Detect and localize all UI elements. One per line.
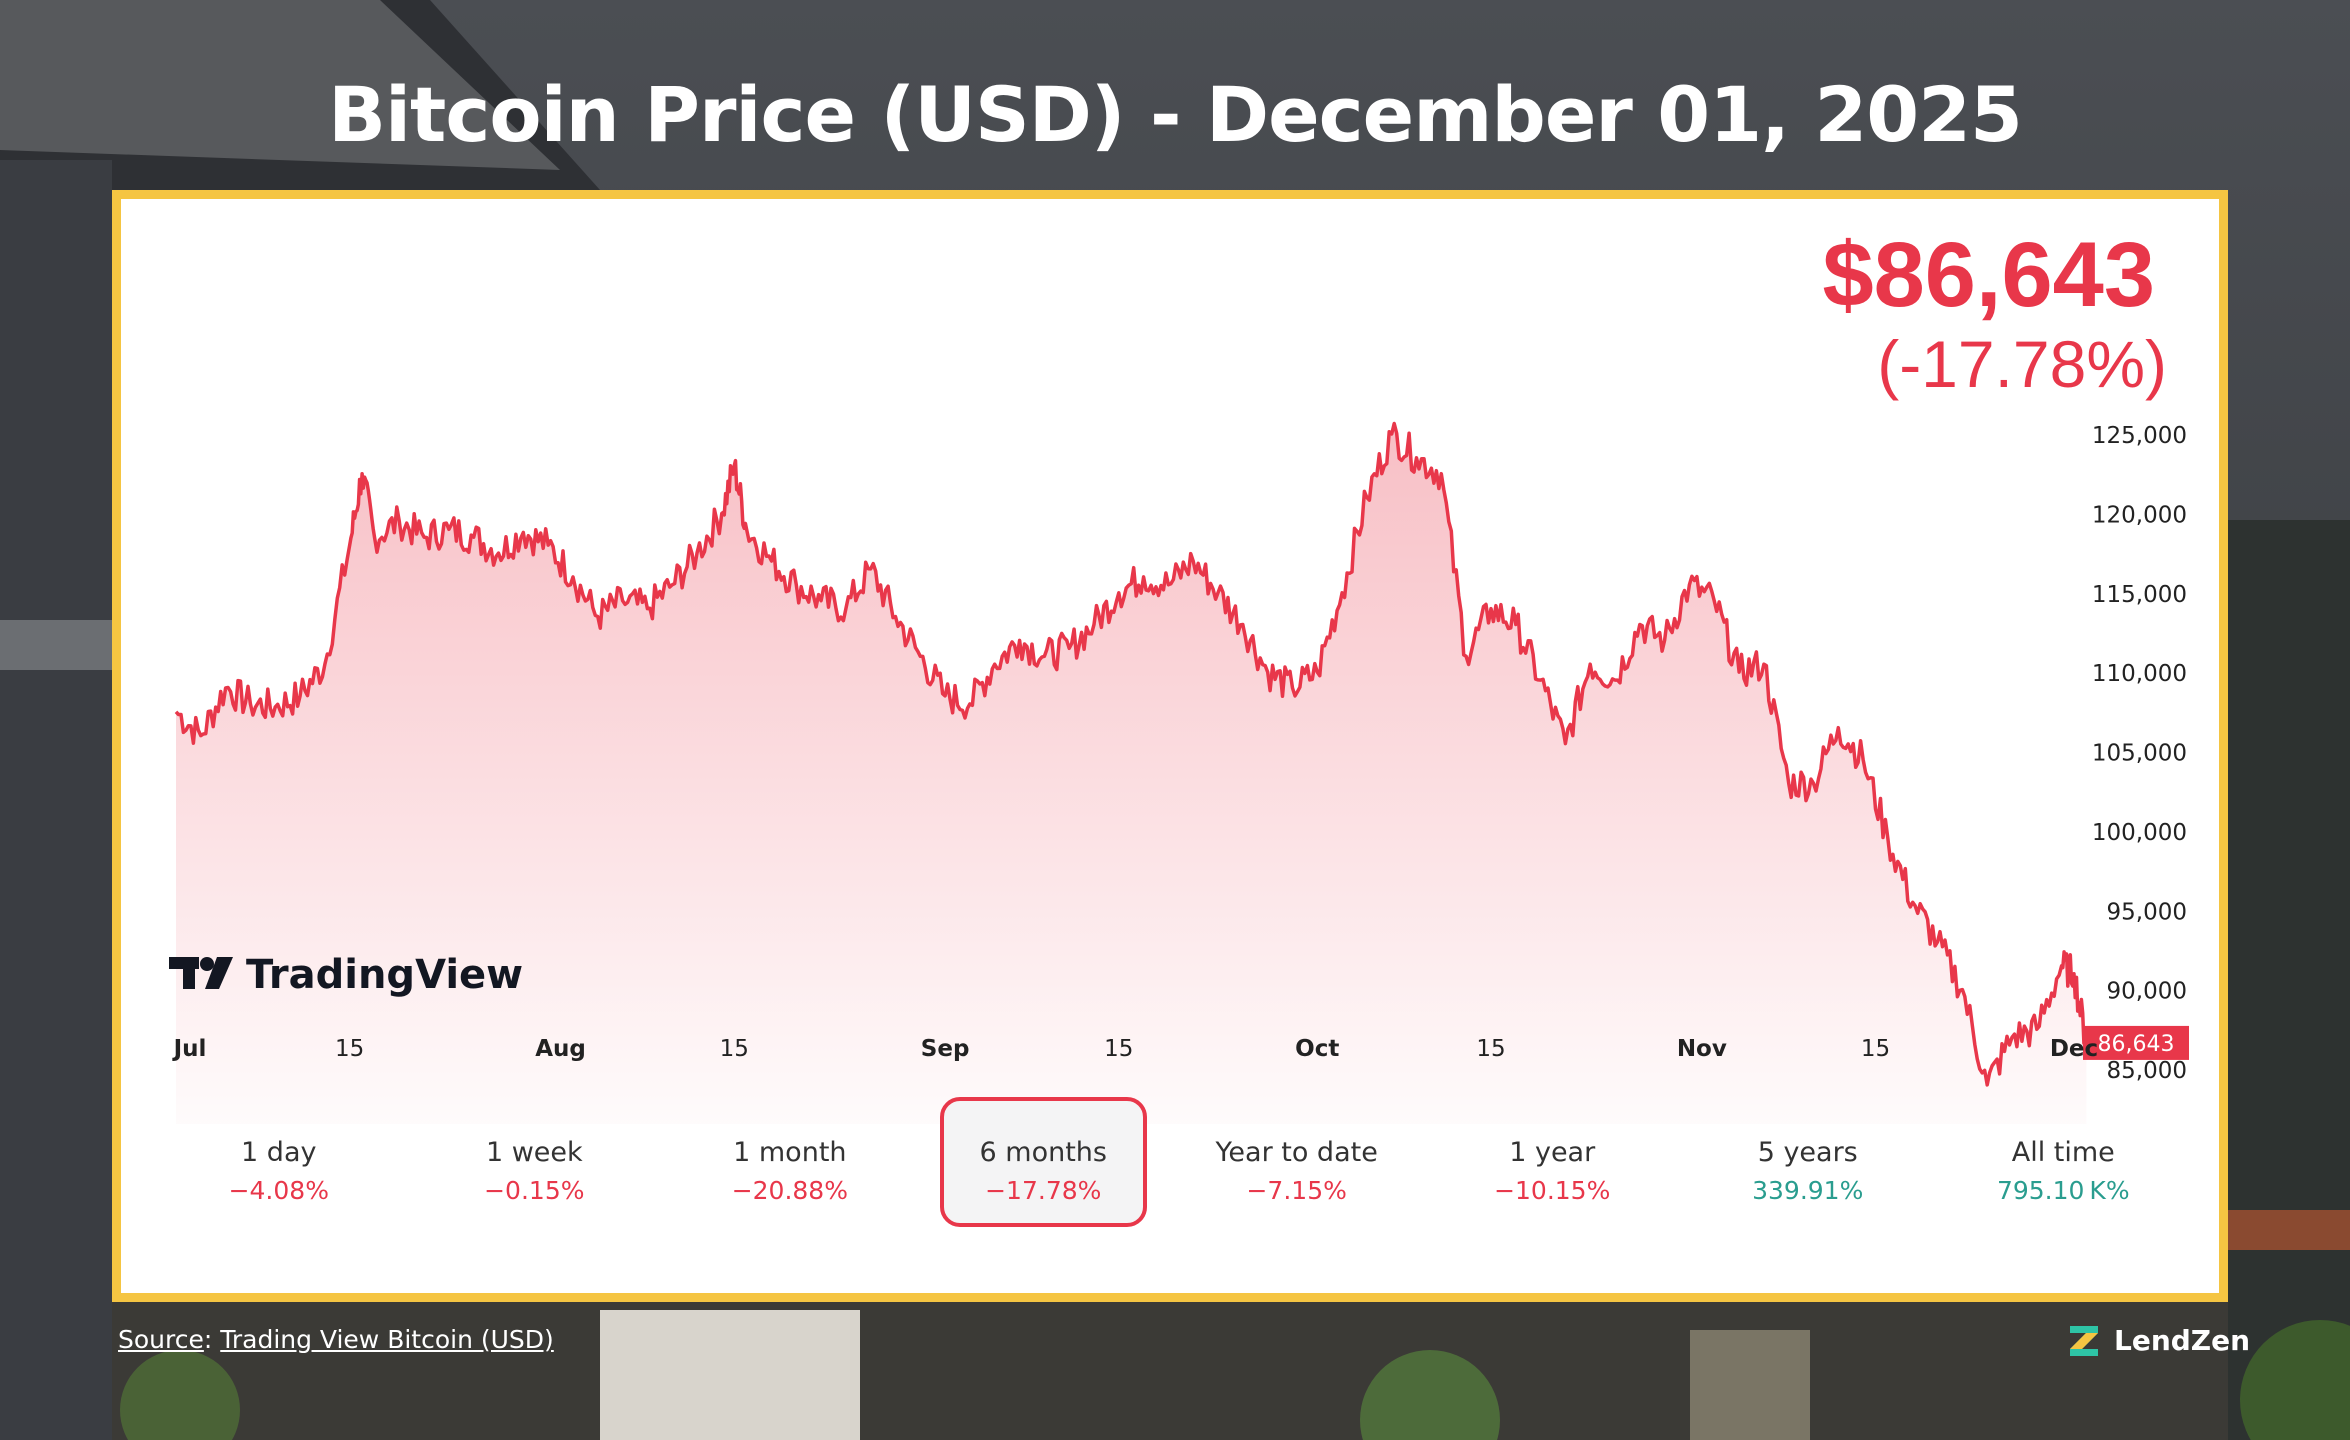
x-tick-label: 15 <box>720 1036 749 1062</box>
current-change: (-17.78%) <box>1877 327 2167 401</box>
price-area-fill <box>176 423 2087 1124</box>
tradingview-logo-icon <box>169 957 233 989</box>
brand-logo: LendZen <box>2068 1322 2250 1358</box>
lendzen-logo-icon <box>2070 1326 2098 1356</box>
x-tick-label: Sep <box>921 1036 970 1062</box>
last-price-tag <box>2083 1025 2189 1060</box>
range-tab-label: All time <box>2011 1137 2115 1168</box>
price-chart: 125,000 120,000 115,000 110,000 105,000 100,0… <box>169 421 2189 1124</box>
chart-card: 125,000 120,000 115,000 110,000 105,000 100,0… <box>112 190 2228 1302</box>
x-tick-label: 15 <box>1476 1036 1505 1062</box>
range-tab-change: 795.10 K% <box>1996 1176 2130 1205</box>
y-tick-label: 90,000 <box>2107 979 2187 1005</box>
range-tab-label: Year to date <box>1215 1137 1378 1168</box>
range-tab-label: 6 months <box>979 1137 1107 1168</box>
range-tab[interactable]: All time 795.10 K% <box>1936 1119 2192 1229</box>
range-tab[interactable]: 5 years 339.91% <box>1680 1119 1936 1229</box>
y-tick-label: 95,000 <box>2107 899 2187 925</box>
range-tab-label: 1 month <box>733 1137 847 1168</box>
source-label: Source <box>118 1325 204 1354</box>
current-price: $86,643 <box>1822 224 2155 326</box>
range-tab-change: −20.88% <box>731 1176 848 1205</box>
x-tick-label: 15 <box>1861 1036 1890 1062</box>
x-tick-label: Aug <box>535 1036 586 1062</box>
y-tick-label: 85,000 <box>2107 1058 2187 1084</box>
price-line <box>174 421 2088 1087</box>
range-tab-label: 1 week <box>485 1137 583 1168</box>
x-tick-label: Jul <box>172 1036 207 1062</box>
x-tick-label: Oct <box>1295 1036 1339 1062</box>
y-tick-label: 125,000 <box>2092 423 2187 449</box>
range-tab[interactable]: Year to date −7.15% <box>1169 1119 1425 1229</box>
range-tab-label: 1 year <box>1509 1137 1596 1168</box>
range-tabs: 1 day −4.08% 1 week −0.15% 1 month −20.88% 6 m… <box>151 1097 2192 1229</box>
range-tab[interactable]: 6 months −17.78% <box>939 1097 1147 1227</box>
y-tick-label: 120,000 <box>2092 502 2187 528</box>
y-tick-label: 110,000 <box>2092 661 2187 687</box>
tradingview-watermark: TradingView <box>246 952 523 998</box>
source-link[interactable]: Trading View Bitcoin (USD) <box>220 1325 554 1354</box>
x-tick-label: Dec <box>2050 1036 2098 1062</box>
source-note: Source: Trading View Bitcoin (USD) <box>118 1325 554 1354</box>
last-price-tag-label: 86,643 <box>2098 1032 2175 1057</box>
x-tick-label: 15 <box>335 1036 364 1062</box>
range-tab-change: 339.91% <box>1752 1176 1864 1205</box>
y-tick-label: 105,000 <box>2092 741 2187 767</box>
range-tab[interactable]: 1 year −10.15% <box>1424 1119 1680 1229</box>
y-tick-label: 100,000 <box>2092 820 2187 846</box>
brand-name: LendZen <box>2114 1323 2251 1357</box>
range-tab-label: 5 years <box>1757 1137 1858 1168</box>
x-tick-label: Nov <box>1677 1036 1727 1062</box>
range-tab[interactable]: 1 month −20.88% <box>662 1119 918 1229</box>
range-tab[interactable]: 1 week −0.15% <box>407 1119 663 1229</box>
range-tab-change: −17.78% <box>985 1176 1102 1205</box>
x-tick-label: 15 <box>1104 1036 1133 1062</box>
range-tab[interactable]: 1 day −4.08% <box>151 1119 407 1229</box>
y-tick-label: 115,000 <box>2092 582 2187 608</box>
page-title: Bitcoin Price (USD) - December 01, 2025 <box>328 70 2023 159</box>
range-tab-label: 1 day <box>241 1137 317 1168</box>
range-tab-change: −0.15% <box>484 1176 585 1205</box>
range-tab-change: −10.15% <box>1494 1176 1611 1205</box>
range-tab-change: −7.15% <box>1246 1176 1347 1205</box>
range-tab-change: −4.08% <box>228 1176 329 1205</box>
